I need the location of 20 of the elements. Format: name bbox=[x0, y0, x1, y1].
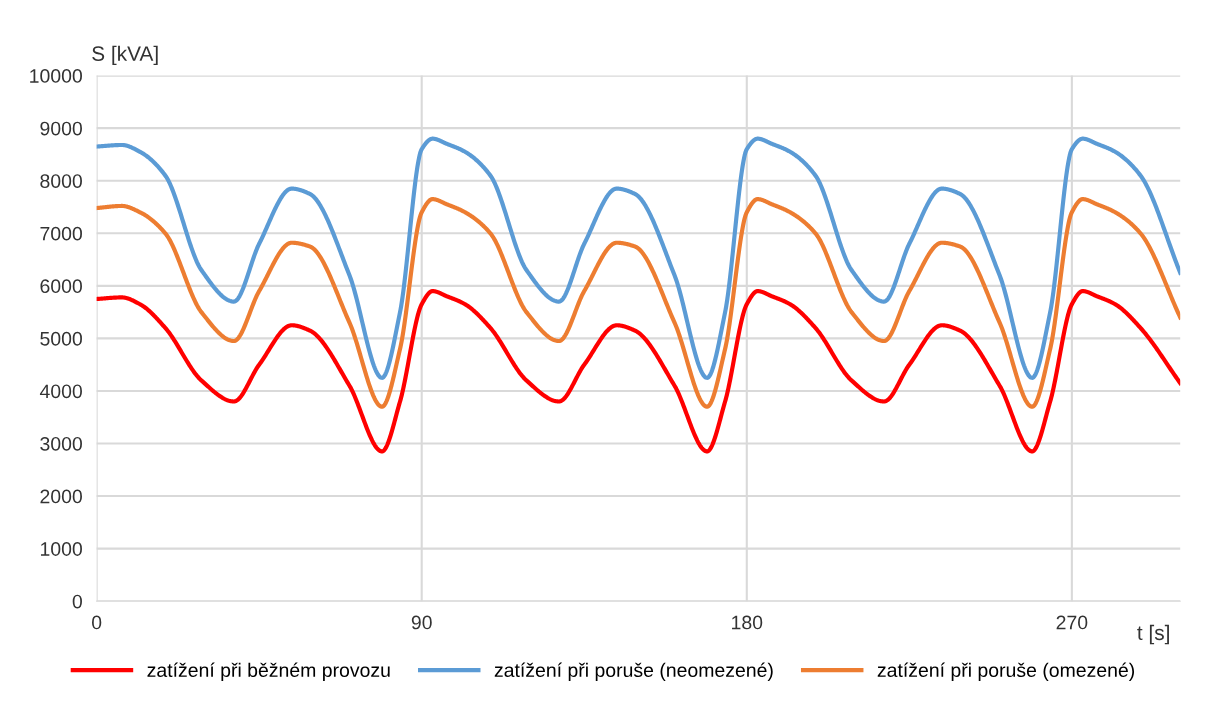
legend-label: zatížení při běžném provozu bbox=[147, 662, 390, 681]
y-tick-label: 2000 bbox=[40, 489, 82, 504]
y-tick-label: 8000 bbox=[40, 174, 82, 188]
y-tick-label: 1000 bbox=[40, 542, 82, 556]
y-tick-label: 0 bbox=[72, 594, 82, 609]
x-tick-label: 90 bbox=[411, 615, 432, 630]
legend-label: zatížení při poruše (neomezené) bbox=[494, 662, 773, 681]
legend-label: zatížení při poruše (omezené) bbox=[877, 662, 1135, 681]
y-tick-label: 6000 bbox=[40, 279, 82, 294]
y-tick-label: 9000 bbox=[40, 121, 82, 136]
x-tick-label: 270 bbox=[1056, 615, 1088, 630]
y-tick-label: 10000 bbox=[30, 69, 82, 83]
y-tick-label: 3000 bbox=[40, 436, 82, 451]
y-axis-title: S [kVA] bbox=[92, 45, 158, 66]
x-tick-label: 180 bbox=[732, 615, 763, 630]
x-axis-title: t [s] bbox=[1137, 624, 1169, 645]
y-tick-label: 4000 bbox=[39, 384, 82, 399]
y-tick-label: 7000 bbox=[40, 226, 82, 241]
x-tick-label: 0 bbox=[91, 615, 102, 630]
y-tick-label: 5000 bbox=[40, 331, 82, 346]
